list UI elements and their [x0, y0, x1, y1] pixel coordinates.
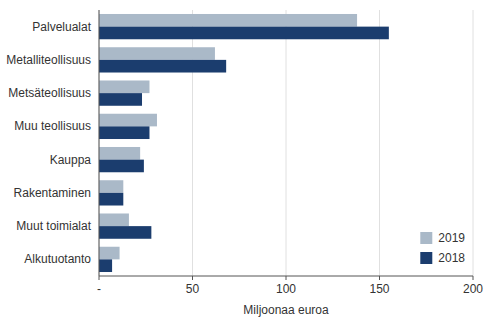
legend-label: 2018 — [438, 251, 465, 265]
bar — [99, 180, 123, 193]
x-tick — [192, 276, 193, 280]
bar — [99, 60, 226, 73]
x-tick — [286, 276, 287, 280]
x-tick-label: 100 — [276, 282, 296, 296]
bar — [99, 226, 151, 239]
bar — [99, 27, 389, 40]
grid-line — [99, 10, 100, 276]
legend-swatch — [420, 252, 432, 264]
bar — [99, 80, 149, 93]
grid-line — [379, 10, 380, 276]
legend-label: 2019 — [438, 231, 465, 245]
bar — [99, 193, 123, 206]
x-axis: - 50 100 150 200 — [97, 276, 483, 296]
bar — [99, 147, 140, 160]
x-tick-label: 200 — [463, 282, 483, 296]
bar — [99, 247, 120, 260]
grid-line — [286, 10, 287, 276]
bar — [99, 47, 215, 60]
bar — [99, 93, 142, 106]
bar — [99, 14, 357, 27]
x-tick-label: 150 — [369, 282, 389, 296]
grid — [99, 10, 473, 276]
legend-swatch — [420, 232, 432, 244]
y-tick-label: Metsäteollisuus — [8, 86, 91, 100]
y-tick-label: Metalliteollisuus — [6, 53, 91, 67]
y-tick-label: Muu teollisuus — [14, 119, 91, 133]
x-tick-label: - — [97, 282, 101, 296]
legend: 2019 2018 — [420, 231, 465, 265]
bar — [99, 259, 112, 272]
chart: - 50 100 150 200 Miljoonaa euroa Palvelualat Me… — [0, 0, 491, 322]
grid-line — [473, 10, 474, 276]
bar — [99, 160, 144, 173]
y-axis-line — [99, 10, 100, 276]
bars — [99, 14, 389, 272]
bar — [99, 126, 149, 139]
x-tick — [99, 276, 100, 280]
y-axis: Palvelualat Metalliteollisuus Metsäteollis… — [6, 20, 91, 267]
x-tick-label: 50 — [186, 282, 200, 296]
x-axis-label: Miljoonaa euroa — [243, 303, 329, 317]
y-tick-label: Alkutuotanto — [24, 252, 91, 266]
x-tick — [379, 276, 380, 280]
bar — [99, 213, 129, 226]
y-tick-label: Kauppa — [50, 153, 92, 167]
y-tick-label: Rakentaminen — [14, 186, 91, 200]
y-tick-label: Palvelualat — [32, 20, 91, 34]
y-tick-label: Muut toimialat — [16, 219, 91, 233]
x-tick — [473, 276, 474, 280]
bar — [99, 114, 157, 127]
